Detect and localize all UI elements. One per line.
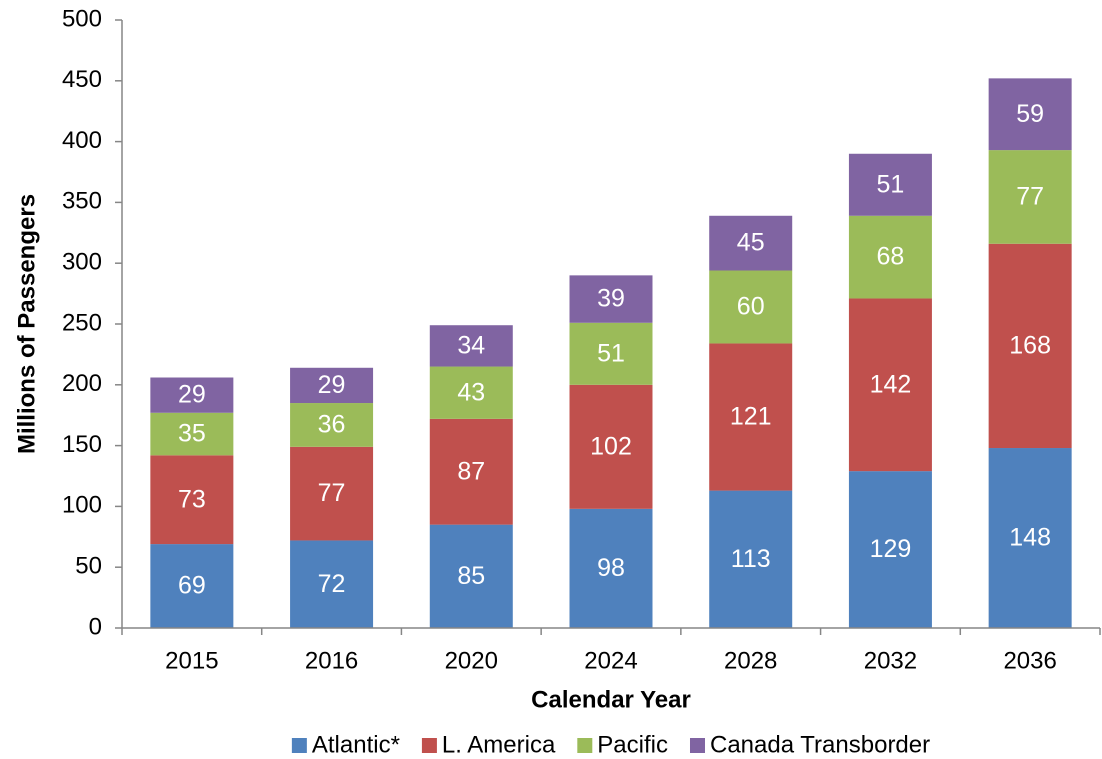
y-axis-title: Millions of Passengers xyxy=(13,194,40,454)
data-label: 77 xyxy=(318,479,346,507)
bar-segment xyxy=(290,446,374,541)
bar-segment xyxy=(150,544,234,628)
data-label: 34 xyxy=(457,331,485,359)
bar-segment xyxy=(150,455,234,545)
legend-label: L. America xyxy=(442,731,556,758)
x-tick-label: 2024 xyxy=(584,647,637,674)
data-label: 43 xyxy=(457,378,485,406)
y-tick-label: 300 xyxy=(62,249,102,276)
y-tick-label: 200 xyxy=(62,370,102,397)
legend-label: Pacific xyxy=(597,731,668,758)
legend-swatch xyxy=(577,738,593,753)
x-tick-label: 2015 xyxy=(165,647,218,674)
data-label: 73 xyxy=(178,485,206,513)
x-tick-label: 2016 xyxy=(305,647,358,674)
data-label: 39 xyxy=(597,285,625,313)
bar-segment xyxy=(569,508,653,628)
data-label: 68 xyxy=(877,243,905,271)
data-label: 35 xyxy=(178,420,206,448)
x-tick-label: 2036 xyxy=(1003,647,1056,674)
legend-swatch xyxy=(421,738,437,753)
data-label: 129 xyxy=(870,535,912,563)
data-label: 59 xyxy=(1016,100,1044,128)
data-label: 98 xyxy=(597,554,625,582)
data-label: 85 xyxy=(457,562,485,590)
y-tick-label: 100 xyxy=(62,492,102,519)
data-label: 69 xyxy=(178,572,206,600)
bar-segment xyxy=(569,275,653,323)
bar-segment xyxy=(290,540,374,628)
bar-segment xyxy=(429,418,513,525)
x-axis-title: Calendar Year xyxy=(531,686,691,713)
y-tick-label: 450 xyxy=(62,66,102,93)
legend-label: Canada Transborder xyxy=(710,731,930,758)
data-label: 77 xyxy=(1016,183,1044,211)
y-tick-label: 50 xyxy=(75,553,102,580)
legend-swatch xyxy=(689,738,705,753)
y-tick-label: 250 xyxy=(62,309,102,336)
data-label: 45 xyxy=(737,229,765,257)
bar-segment xyxy=(848,471,932,628)
data-label: 36 xyxy=(318,411,346,439)
legend-swatch xyxy=(291,738,307,753)
bar-segment xyxy=(988,150,1072,244)
bar-segment xyxy=(429,325,513,367)
bar-segment xyxy=(848,298,932,472)
bar-segment xyxy=(709,343,793,491)
x-tick-label: 2020 xyxy=(445,647,498,674)
data-label: 51 xyxy=(877,170,905,198)
bar-segment xyxy=(709,490,793,628)
bar-segment xyxy=(709,270,793,344)
data-label: 29 xyxy=(178,381,206,409)
data-label: 72 xyxy=(318,570,346,598)
bar-segment xyxy=(429,524,513,628)
bar-segment xyxy=(988,78,1072,151)
bar-segment xyxy=(988,243,1072,449)
data-label: 168 xyxy=(1009,331,1051,359)
data-label: 113 xyxy=(731,545,771,573)
data-label: 29 xyxy=(318,371,346,399)
y-tick-label: 500 xyxy=(62,5,102,32)
bar-segment xyxy=(569,384,653,509)
bar-segment xyxy=(848,153,932,216)
data-label: 121 xyxy=(730,403,772,431)
bar-segment xyxy=(848,215,932,299)
bar-segment xyxy=(150,377,234,413)
bar-segment xyxy=(150,412,234,456)
bar-segment xyxy=(569,322,653,385)
y-tick-label: 150 xyxy=(62,431,102,458)
legend-label: Atlantic* xyxy=(312,731,400,758)
bar-segment xyxy=(290,367,374,404)
data-label: 60 xyxy=(737,293,765,321)
data-label: 102 xyxy=(590,432,632,460)
data-label: 148 xyxy=(1009,524,1051,552)
bar-segment xyxy=(988,448,1072,628)
x-tick-label: 2032 xyxy=(864,647,917,674)
y-tick-label: 350 xyxy=(62,188,102,215)
bar-segment xyxy=(290,403,374,447)
x-tick-label: 2028 xyxy=(724,647,777,674)
y-tick-label: 400 xyxy=(62,127,102,154)
data-label: 87 xyxy=(457,457,485,485)
y-tick-label: 0 xyxy=(89,613,102,640)
bar-segment xyxy=(709,215,793,271)
data-label: 142 xyxy=(870,370,912,398)
data-label: 51 xyxy=(597,339,625,367)
bar-segment xyxy=(429,366,513,419)
